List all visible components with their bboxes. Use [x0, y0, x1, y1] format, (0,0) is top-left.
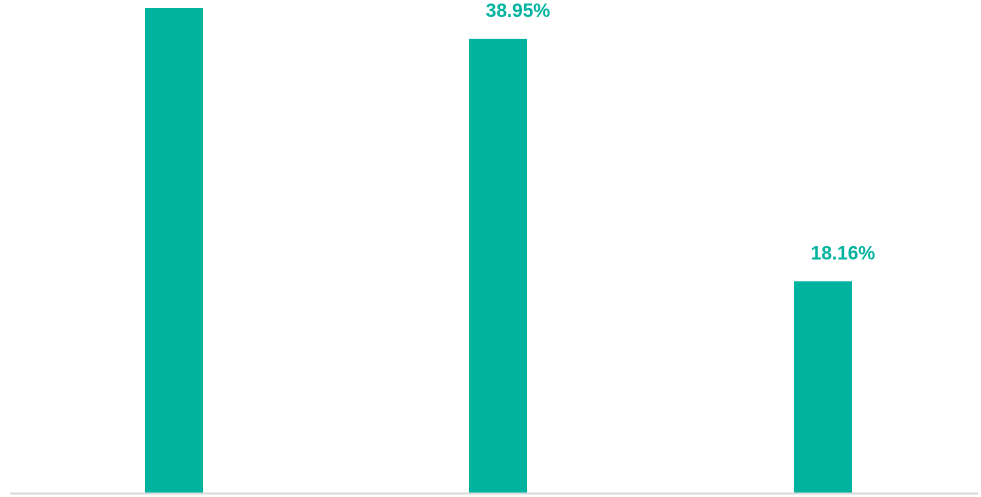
data-label-2: 38.95% — [486, 1, 551, 22]
data-label-3: 18.16% — [811, 243, 876, 264]
bar-2 — [469, 38, 527, 493]
bars-group — [145, 8, 852, 493]
data-labels-group: 38.95% 18.16% — [486, 1, 876, 264]
bar-3 — [794, 281, 852, 493]
bar-1 — [145, 8, 203, 493]
